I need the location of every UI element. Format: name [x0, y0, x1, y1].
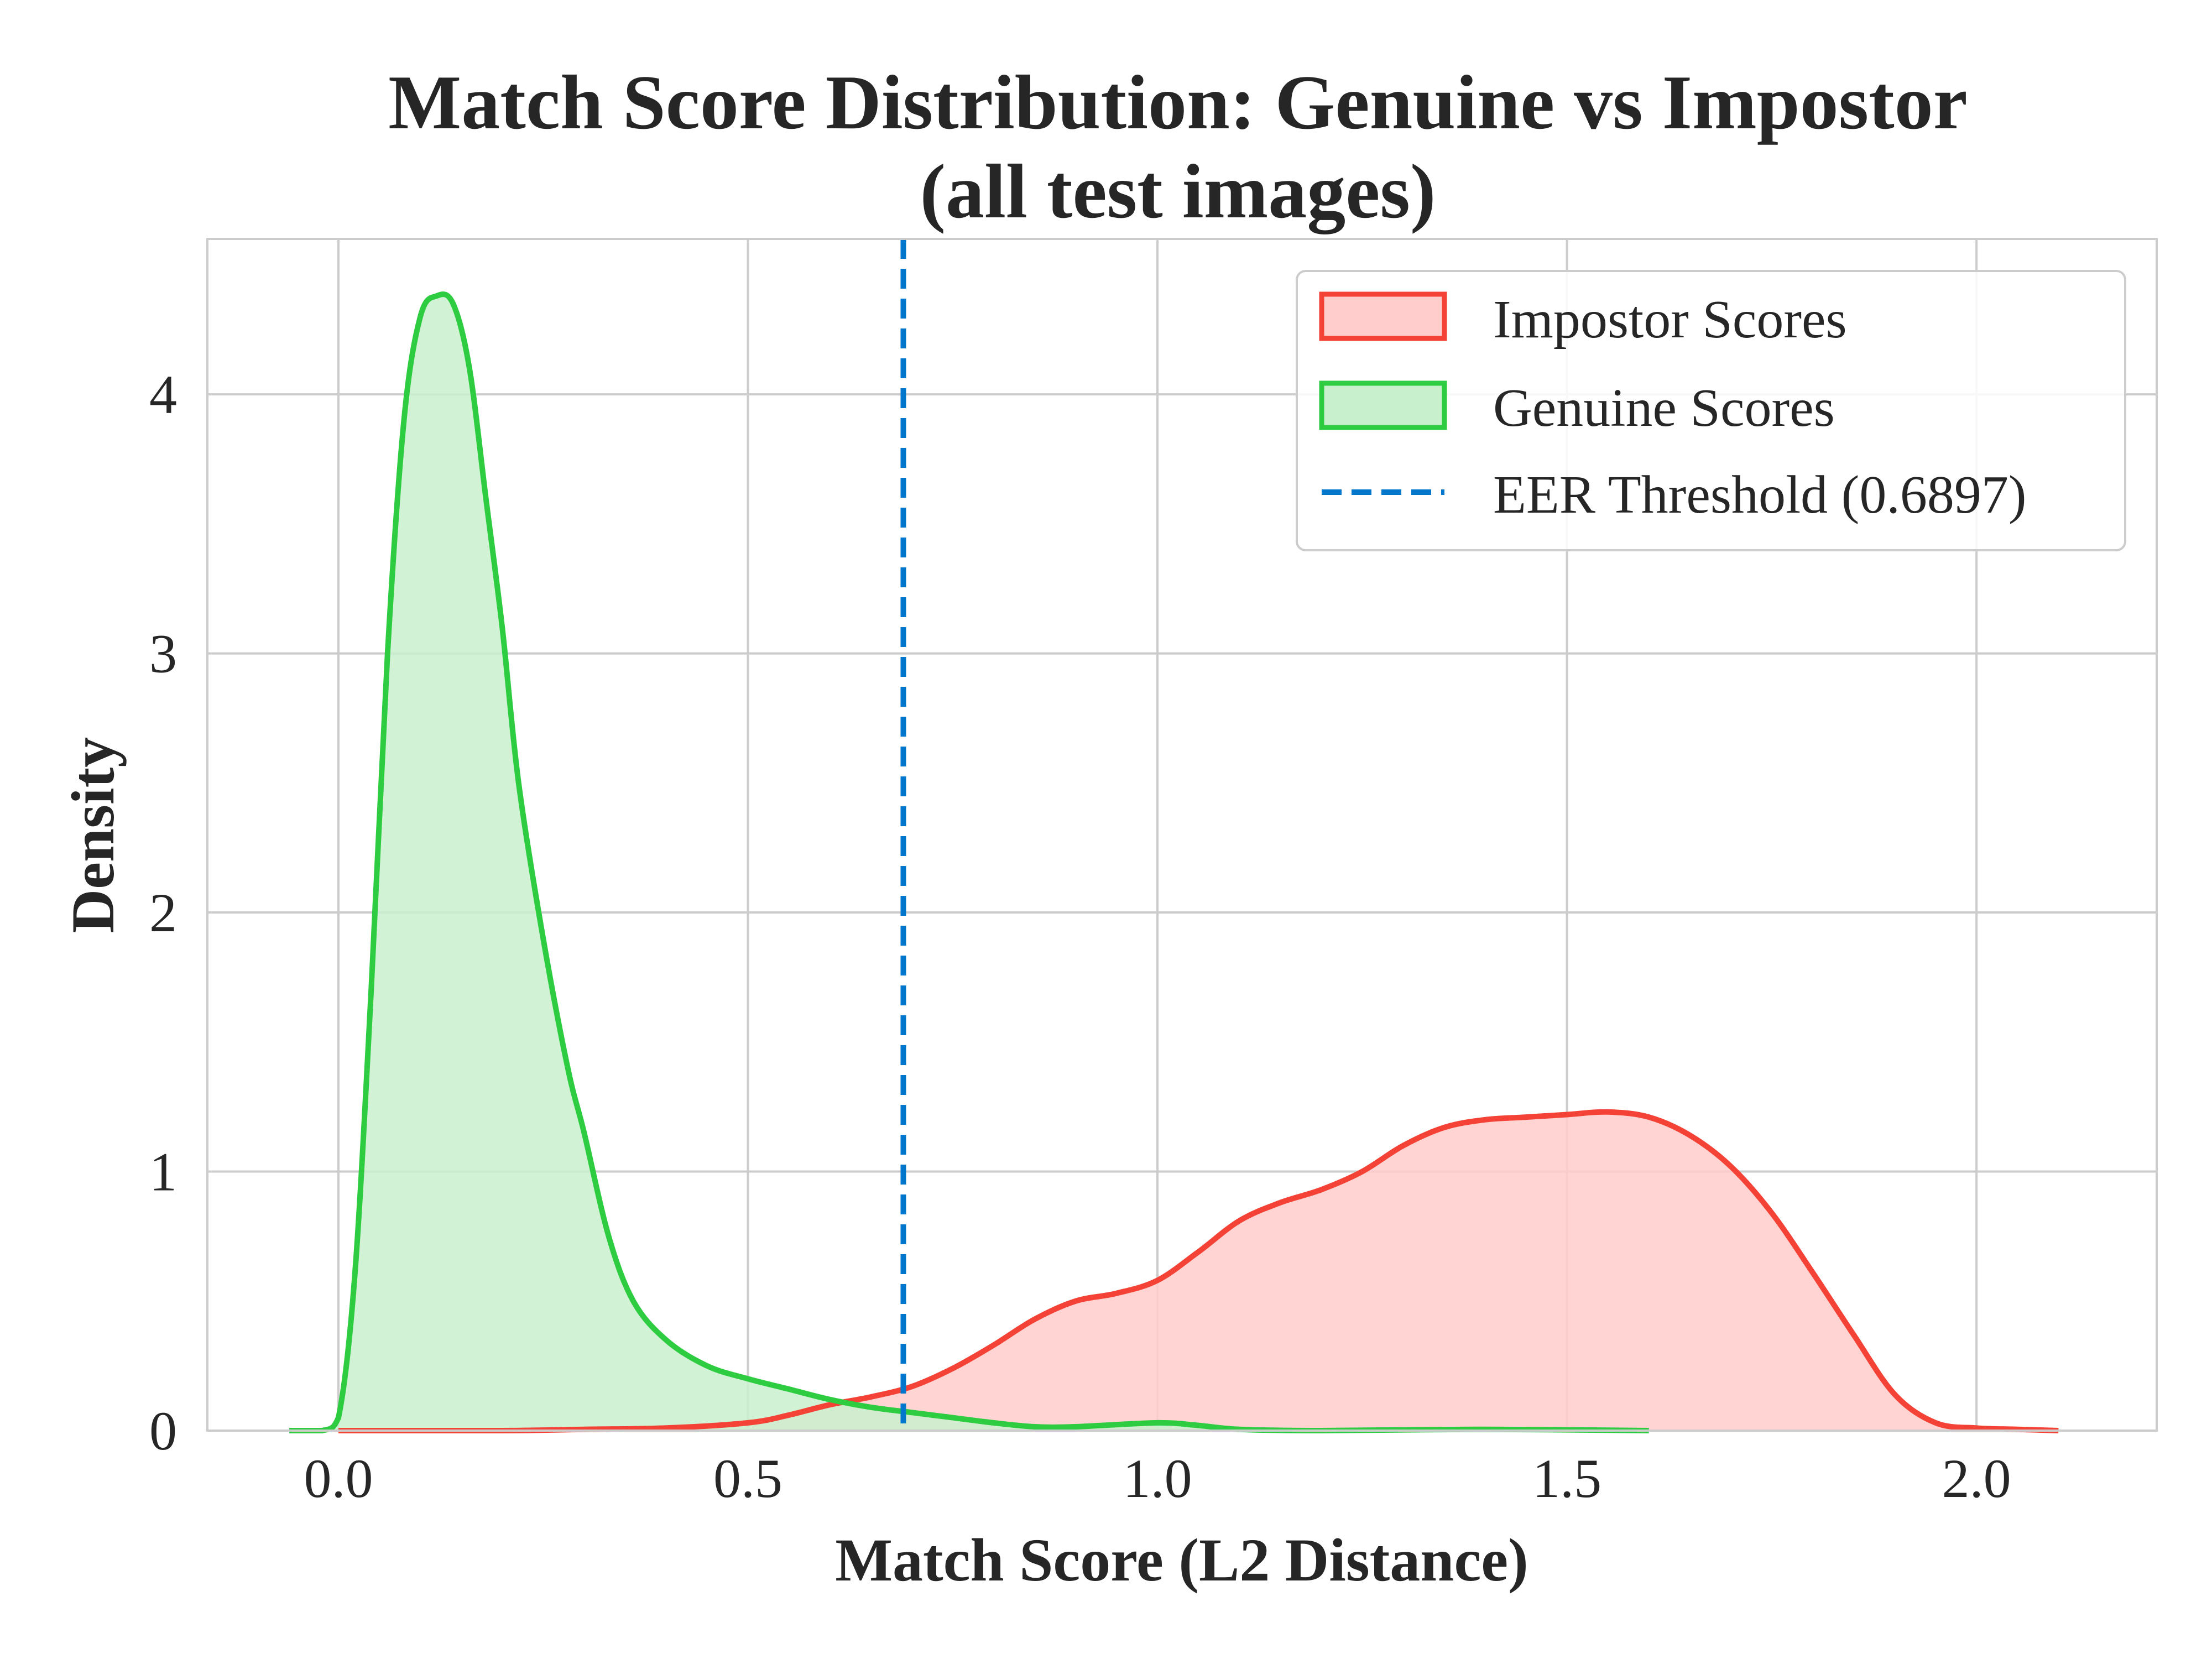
y-tick-label: 3	[149, 623, 177, 685]
series-line-impostor	[338, 1109, 2059, 1433]
legend-label-genuine: Genuine Scores	[1493, 378, 1835, 438]
series-area-genuine	[289, 294, 1649, 1431]
legend-frame	[1296, 270, 2126, 551]
y-tick-label: 4	[149, 364, 177, 425]
x-tick-label: 2.0	[1942, 1448, 2011, 1509]
y-tick-label: 0	[149, 1400, 177, 1462]
x-axis-label: Match Score (L2 Distance)	[835, 1526, 1528, 1594]
series-line-genuine	[289, 291, 1649, 1433]
x-tick-label: 1.5	[1532, 1448, 1601, 1509]
legend-swatch-genuine	[1319, 380, 1447, 430]
y-tick-label: 2	[149, 882, 177, 943]
x-tick-label: 0.5	[713, 1448, 782, 1509]
legend-swatch-impostor	[1319, 291, 1447, 341]
chart-subtitle: (all test images)	[920, 149, 1436, 234]
legend-label-impostor: Impostor Scores	[1493, 290, 1847, 349]
tick-layer: 0.0 0.5 1.0 1.5 2.0 0 1 2 3 4	[149, 364, 2011, 1509]
y-axis-label: Density	[59, 737, 127, 933]
x-tick-label: 1.0	[1123, 1448, 1192, 1509]
plot-frame	[206, 238, 2158, 1432]
series-layer	[289, 291, 2059, 1433]
chart-title: Match Score Distribution: Genuine vs Imp…	[388, 60, 1968, 145]
legend: Impostor Scores Genuine Scores EER Thres…	[1296, 270, 2126, 551]
x-tick-label: 0.0	[304, 1448, 373, 1509]
series-area-impostor	[338, 1112, 2059, 1431]
y-tick-label: 1	[149, 1141, 177, 1203]
legend-label-threshold: EER Threshold (0.6897)	[1493, 465, 2026, 525]
